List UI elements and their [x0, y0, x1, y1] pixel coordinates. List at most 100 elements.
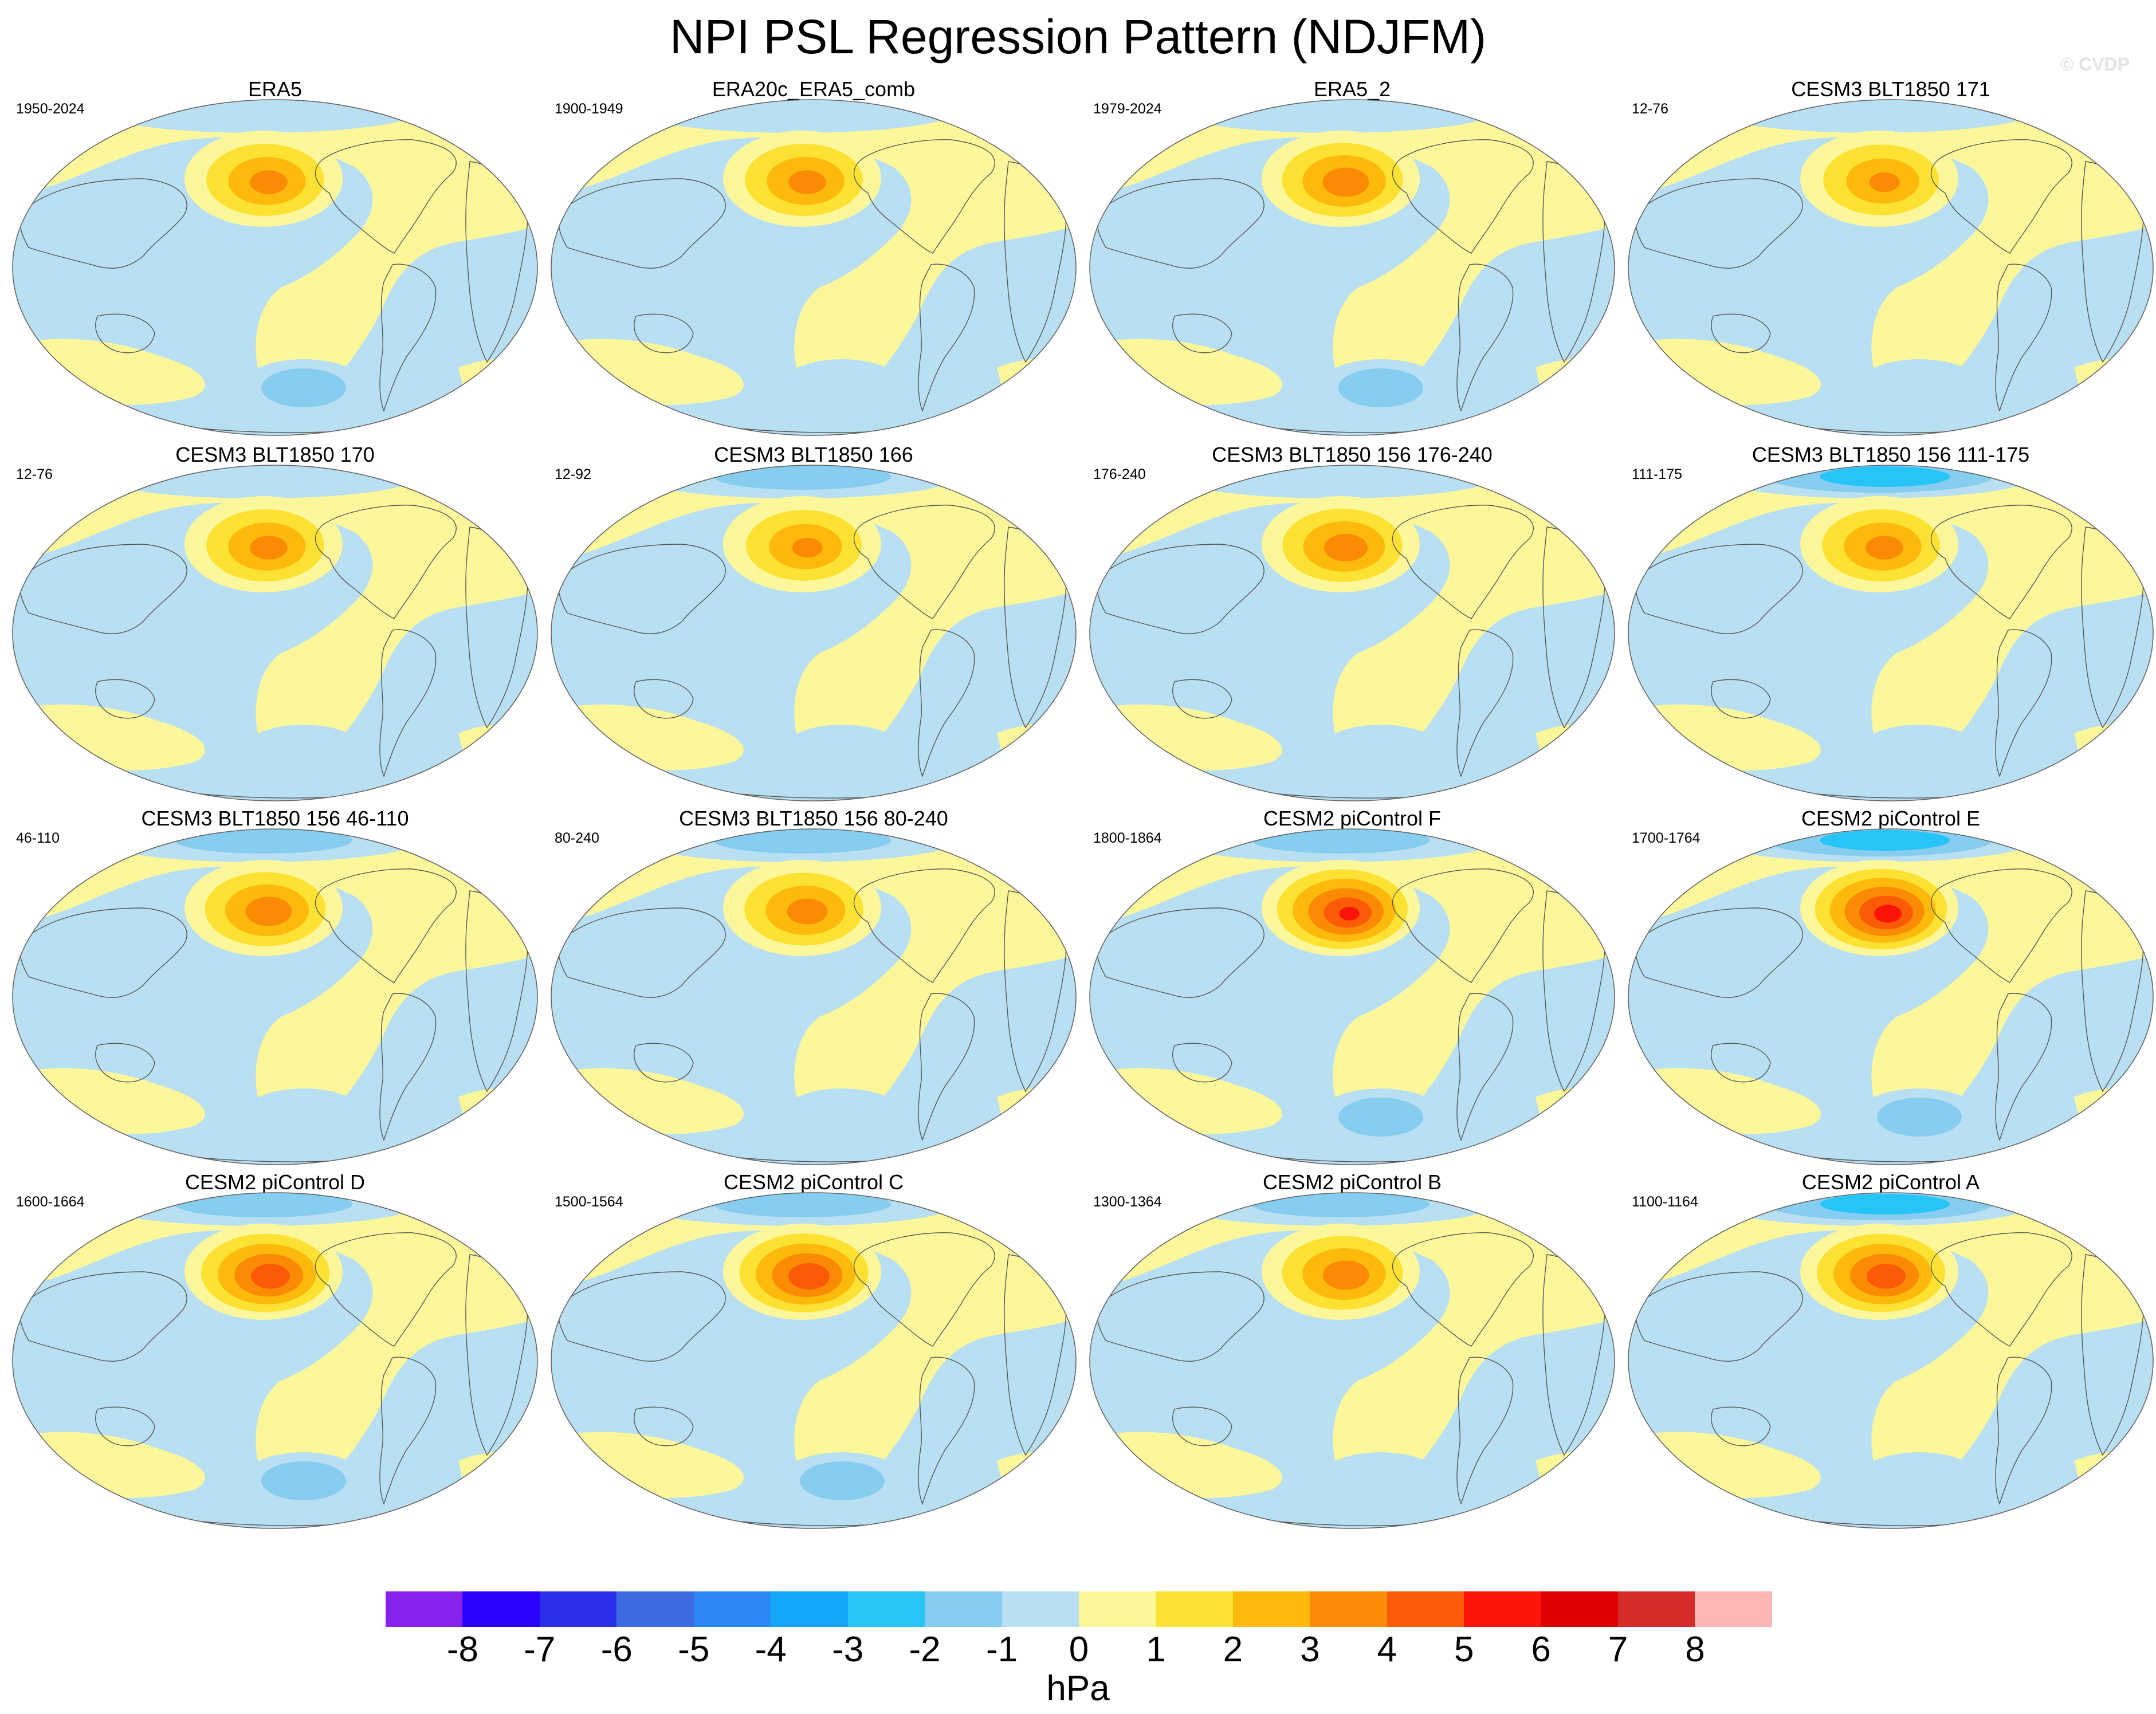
coastline	[918, 264, 975, 412]
positive-region	[551, 829, 1076, 1137]
coastline	[1635, 907, 1803, 998]
map-field	[13, 100, 537, 435]
positive-region	[458, 1451, 537, 1512]
panel-title: CESM3 BLT1850 166	[714, 443, 913, 466]
coastline	[1456, 1357, 1514, 1505]
coastline	[1635, 544, 1803, 634]
globe-outline	[551, 99, 1077, 436]
colorbar-tick: 0	[1069, 1630, 1089, 1669]
coastline	[1930, 505, 2072, 619]
npi-high-contour	[788, 1263, 830, 1290]
coastline	[557, 907, 726, 998]
coastline	[1711, 679, 1771, 719]
southern-ocean-low	[1856, 725, 1982, 782]
coastline	[1635, 178, 1803, 269]
positive-region	[458, 724, 537, 785]
southern-ocean-low	[241, 725, 367, 782]
globe-outline	[551, 465, 1077, 801]
map-projection	[1089, 1192, 1615, 1529]
coastline	[634, 313, 694, 353]
positive-region	[997, 358, 1076, 419]
southern-ocean-low	[800, 1461, 885, 1500]
panel-years: 1100-1164	[1632, 1194, 1698, 1210]
coastline	[1392, 868, 1534, 983]
coastline	[1930, 868, 2072, 983]
coastline	[1096, 1271, 1264, 1362]
coastline	[1995, 629, 2052, 778]
map-projection	[551, 1192, 1077, 1529]
arctic-low	[175, 1193, 352, 1217]
coastline	[634, 679, 694, 719]
globe-outline	[12, 828, 538, 1165]
panel-title: ERA20c_ERA5_comb	[712, 77, 916, 101]
map-panel: CESM3 BLT1850 170 12-76	[6, 442, 544, 806]
panel-years: 12-92	[555, 466, 591, 482]
coastline	[1392, 505, 1534, 619]
coastline	[315, 139, 457, 254]
colorbar-cell	[1232, 1591, 1310, 1627]
npi-high-contour	[245, 897, 292, 926]
coastline	[1995, 1357, 2052, 1505]
coastline	[95, 1406, 155, 1446]
npi-high-contour	[792, 537, 823, 558]
colorbar-cell	[539, 1591, 617, 1627]
figure-title: NPI PSL Regression Pattern (NDJFM)	[669, 10, 1487, 64]
coastline	[1096, 907, 1264, 998]
map-panel: CESM2 piControl E 1700-1764	[1621, 806, 2156, 1170]
colorbar-cell	[616, 1591, 694, 1627]
map-panel: CESM2 piControl B 1300-1364	[1083, 1170, 1621, 1534]
globe-outline	[1628, 828, 2154, 1165]
colorbar-cell	[1310, 1591, 1387, 1627]
positive-region	[1090, 465, 1615, 773]
positive-region	[1628, 465, 2153, 773]
coastline	[1456, 629, 1514, 778]
map-projection	[1628, 99, 2154, 436]
positive-region	[1090, 100, 1615, 408]
map-panel: CESM3 BLT1850 156 80-240 80-240	[544, 806, 1083, 1170]
colorbar-cell	[1464, 1591, 1541, 1627]
map-field	[1628, 1193, 2153, 1528]
coastline	[1172, 313, 1232, 353]
colorbar-tick: -2	[909, 1630, 941, 1669]
colorbar-tick: 5	[1454, 1630, 1474, 1669]
coastline	[557, 1271, 726, 1362]
map-projection	[12, 99, 538, 436]
southern-ocean-low	[1856, 359, 1982, 416]
colorbar-tick: 7	[1608, 1630, 1628, 1669]
map-panel: ERA5 1950-2024	[6, 77, 544, 441]
panel-title: CESM2 piControl F	[1263, 807, 1442, 830]
panel-title: CESM3 BLT1850 156 176-240	[1212, 443, 1493, 466]
npi-high-contour	[1874, 905, 1902, 923]
npi-high-contour	[788, 170, 826, 194]
globe-outline	[1089, 99, 1615, 436]
map-projection	[12, 465, 538, 801]
arctic-low	[1252, 1193, 1430, 1217]
map-panel-grid: ERA5 1950-2024 ERA20c_ERA5_comb 1900-1949 ER…	[6, 77, 2156, 1534]
positive-region	[2074, 358, 2153, 419]
colorbar-tick: 8	[1685, 1630, 1705, 1669]
colorbar-tick: -8	[446, 1630, 478, 1669]
map-field	[551, 465, 1076, 801]
colorbar-cells	[386, 1591, 1772, 1627]
positive-region	[997, 1087, 1076, 1149]
map-projection	[1628, 1192, 2154, 1529]
southern-ocean-low	[1318, 1452, 1444, 1509]
coastline	[95, 1043, 155, 1083]
positive-region	[13, 1193, 537, 1501]
coastline	[1635, 1271, 1803, 1362]
map-panel: CESM3 BLT1850 156 176-240 176-240	[1083, 442, 1621, 806]
colorbar-tick: -4	[755, 1630, 787, 1669]
globe-outline	[1089, 1192, 1615, 1529]
panel-title: CESM3 BLT1850 156 111-175	[1751, 443, 2030, 466]
panel-years: 80-240	[555, 830, 599, 846]
npi-high-contour	[1869, 172, 1900, 192]
colorbar-cell	[847, 1591, 925, 1627]
map-projection	[12, 828, 538, 1165]
positive-region	[13, 465, 537, 773]
positive-region	[997, 1451, 1076, 1512]
map-field	[13, 829, 537, 1165]
npi-high-contour	[1339, 907, 1360, 921]
arctic-low	[1820, 830, 1950, 851]
panel-title: CESM2 piControl B	[1262, 1170, 1442, 1194]
arctic-low	[713, 465, 891, 490]
